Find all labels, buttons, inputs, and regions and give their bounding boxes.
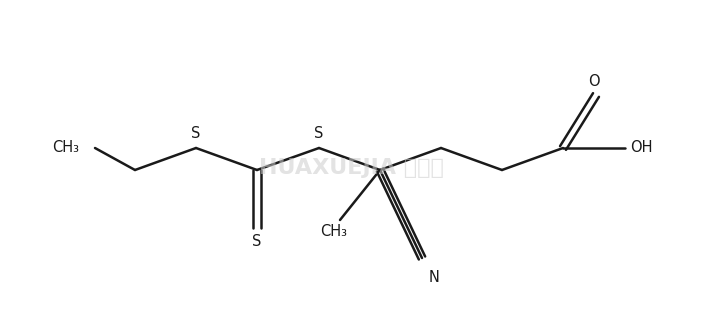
Text: S: S: [252, 235, 262, 250]
Text: N: N: [429, 269, 439, 285]
Text: CH₃: CH₃: [321, 224, 347, 240]
Text: OH: OH: [630, 140, 652, 156]
Text: CH₃: CH₃: [52, 140, 79, 156]
Text: O: O: [588, 75, 600, 89]
Text: HUAXUEJIA 化学加: HUAXUEJIA 化学加: [259, 158, 444, 178]
Text: S: S: [191, 126, 200, 141]
Text: S: S: [314, 126, 323, 141]
